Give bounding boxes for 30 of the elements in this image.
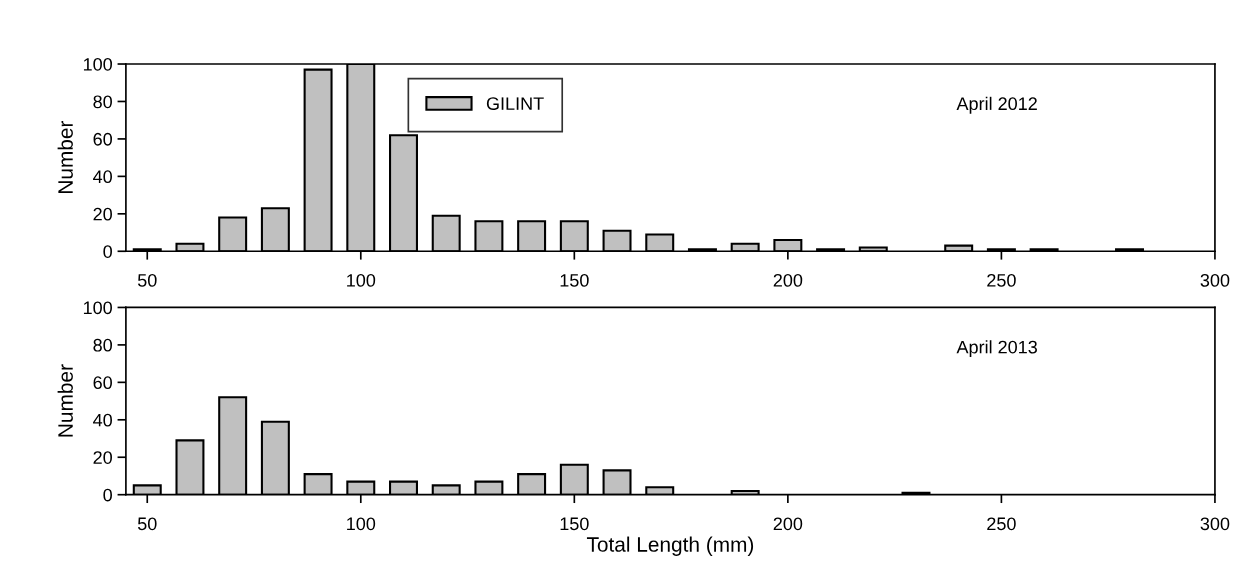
x-tick-label: 100 — [347, 273, 376, 287]
y-tick-label: 60 — [93, 376, 112, 390]
x-tick-label: 150 — [560, 517, 589, 531]
legend-label: GILINT — [486, 97, 544, 110]
x-tick-label: 200 — [773, 517, 803, 531]
annotation: April 2013 — [956, 340, 1037, 358]
y-tick-label: 40 — [93, 413, 112, 427]
y-tick-label: 0 — [103, 488, 112, 502]
y-tick-label: 100 — [83, 57, 112, 71]
y-tick-label: 80 — [93, 338, 112, 352]
annotation: April 2012 — [956, 96, 1037, 114]
x-tick-label: 300 — [1200, 517, 1230, 531]
y-axis-title: Number — [57, 364, 73, 437]
x-tick-label: 250 — [987, 517, 1016, 531]
x-tick-label: 250 — [987, 273, 1016, 287]
x-tick-label: 200 — [773, 273, 803, 287]
x-tick-label: 100 — [347, 517, 376, 531]
y-tick-label: 0 — [103, 245, 112, 258]
y-axis-title: Number — [57, 120, 73, 193]
y-tick-label: 80 — [93, 95, 112, 109]
x-tick-label: 300 — [1200, 273, 1230, 287]
x-axis-title: Total Length (mm) — [586, 536, 754, 556]
y-tick-label: 60 — [93, 132, 112, 146]
y-tick-label: 40 — [93, 170, 112, 184]
x-tick-label: 50 — [137, 517, 157, 531]
y-tick-label: 20 — [93, 207, 112, 221]
y-tick-label: 100 — [83, 301, 112, 315]
y-tick-label: 20 — [93, 451, 112, 464]
x-tick-label: 50 — [137, 273, 157, 287]
x-tick-label: 150 — [560, 273, 589, 287]
